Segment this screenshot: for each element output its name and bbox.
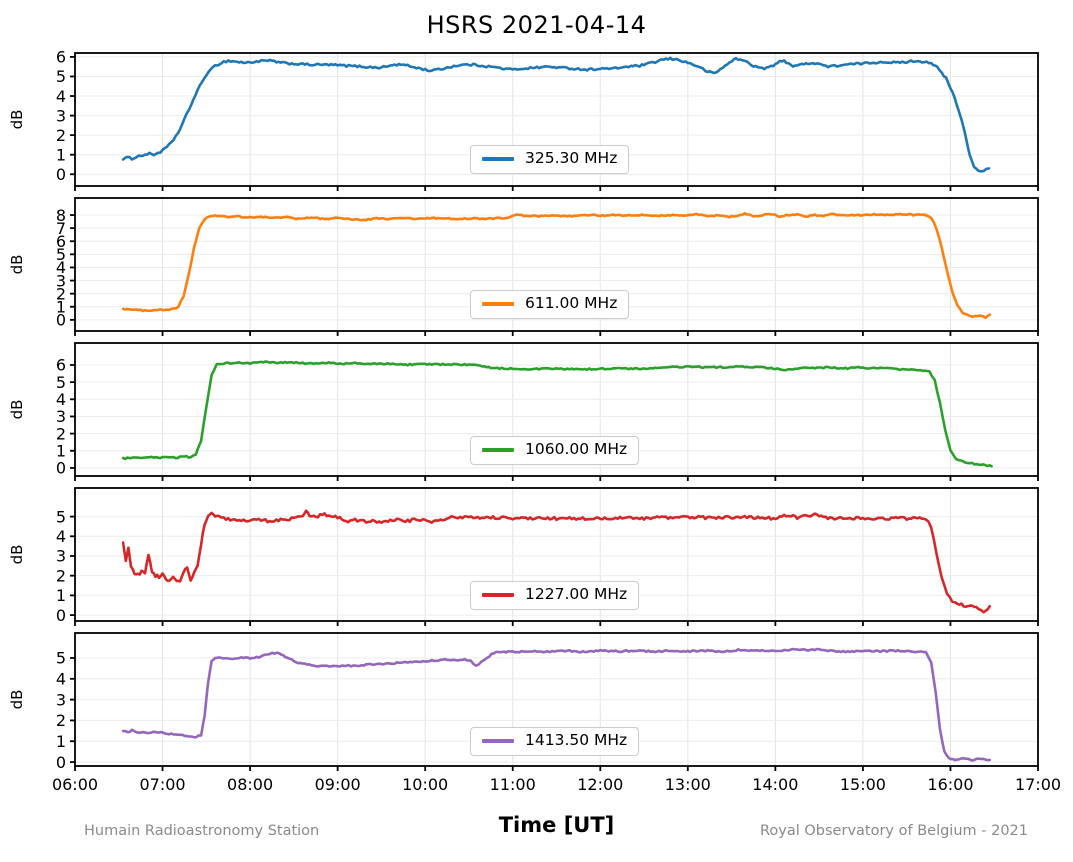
y-axis-label-db: dB [8, 255, 26, 275]
legend-panel-611mhz: 611.00 MHz [470, 290, 630, 319]
y-tick-label: 1 [56, 145, 66, 164]
y-tick-label: 1 [56, 732, 66, 751]
y-tick-label: 4 [56, 87, 66, 106]
series-line-1413.50-MHz [121, 647, 992, 762]
y-tick-label: 5 [56, 67, 66, 86]
y-tick-label: 5 [56, 373, 66, 392]
y-tick-label: 2 [56, 424, 66, 443]
y-axis-label-db: dB [8, 400, 26, 420]
subplot-1413.50-MHz: 0 1 2 34 5 06:00 07:00 08:00 09:00 10:00 11:00 12:0… [8, 632, 1061, 794]
x-tick-label: 17:00 [1015, 775, 1061, 794]
plot-border [74, 197, 1039, 332]
legend-panel-1060mhz: 1060.00 MHz [470, 436, 640, 465]
y-tick-label: 6 [56, 232, 66, 251]
plot-border [74, 342, 1039, 477]
y-tick-label: 6 [56, 356, 66, 375]
legend-panel-1413mhz: 1413.50 MHz [470, 727, 640, 756]
y-tick-label: 3 [56, 271, 66, 290]
x-tick-label: 11:00 [490, 775, 536, 794]
y-tick-label: 1 [56, 586, 66, 605]
series-line-1060.00-MHz [121, 360, 993, 468]
y-tick-label: 7 [56, 219, 66, 238]
chart-title: HSRS 2021-04-14 [426, 11, 647, 39]
y-tick-label: 2 [56, 566, 66, 585]
y-tick-label: 2 [56, 126, 66, 145]
y-axis-label-db: dB [8, 110, 26, 130]
y-tick-label: 3 [56, 106, 66, 125]
x-tick-label: 12:00 [577, 775, 623, 794]
legend-line-swatch [482, 447, 514, 452]
y-tick-label: 0 [56, 753, 66, 772]
y-axis-label-db: dB [8, 545, 26, 565]
y-tick-label: 5 [56, 507, 66, 526]
y-tick-label: 1 [56, 442, 66, 461]
y-axis-label-db: dB [8, 690, 26, 710]
y-tick-label: 0 [56, 606, 66, 625]
y-tick-label: 5 [56, 649, 66, 668]
y-tick-label: 4 [56, 390, 66, 409]
series-line-1227.00-MHz [121, 509, 992, 614]
legend-label: 325.30 MHz [525, 149, 618, 167]
y-tick-label: 2 [56, 711, 66, 730]
y-tick-label: 6 [56, 48, 66, 67]
y-tick-label: 0 [56, 459, 66, 478]
legend-line-swatch [482, 156, 514, 161]
y-tick-label: 5 [56, 245, 66, 264]
x-tick-label: 07:00 [139, 775, 185, 794]
y-tick-label: 2 [56, 284, 66, 303]
legend-label: 1413.50 MHz [525, 731, 628, 749]
plot-border [74, 52, 1039, 187]
plot-border [74, 487, 1039, 622]
legend-label: 1060.00 MHz [525, 440, 628, 458]
series-line-325.30-MHz [121, 56, 991, 173]
x-axis-title: Time [UT] [498, 813, 615, 837]
x-tick-label: 15:00 [840, 775, 886, 794]
y-tick-label: 4 [56, 670, 66, 689]
x-tick-label: 06:00 [52, 775, 98, 794]
legend-panel-325mhz: 325.30 MHz [470, 145, 630, 174]
x-tick-label: 13:00 [665, 775, 711, 794]
x-tick-label: 09:00 [315, 775, 361, 794]
observatory-credit: Royal Observatory of Belgium - 2021 [759, 823, 1028, 839]
station-credit: Humain Radioastronomy Station [84, 823, 320, 839]
y-tick-label: 4 [56, 258, 66, 277]
legend-label: 1227.00 MHz [525, 585, 628, 603]
x-tick-label: 14:00 [752, 775, 798, 794]
y-tick-label: 3 [56, 407, 66, 426]
legend-line-swatch [482, 738, 514, 743]
legend-label: 611.00 MHz [525, 294, 618, 312]
y-tick-label: 3 [56, 690, 66, 709]
y-tick-label: 8 [56, 206, 66, 225]
x-tick-label: 08:00 [227, 775, 273, 794]
legend-line-swatch [482, 592, 514, 597]
x-tick-label: 10:00 [402, 775, 448, 794]
series-line-611.00-MHz [121, 211, 992, 320]
legend-line-swatch [482, 301, 514, 306]
y-tick-label: 4 [56, 527, 66, 546]
legend-panel-1227mhz: 1227.00 MHz [470, 581, 640, 610]
y-tick-label: 0 [56, 165, 66, 184]
y-tick-label: 0 [56, 311, 66, 330]
y-tick-label: 1 [56, 298, 66, 317]
y-tick-label: 3 [56, 547, 66, 566]
x-tick-label: 16:00 [927, 775, 973, 794]
